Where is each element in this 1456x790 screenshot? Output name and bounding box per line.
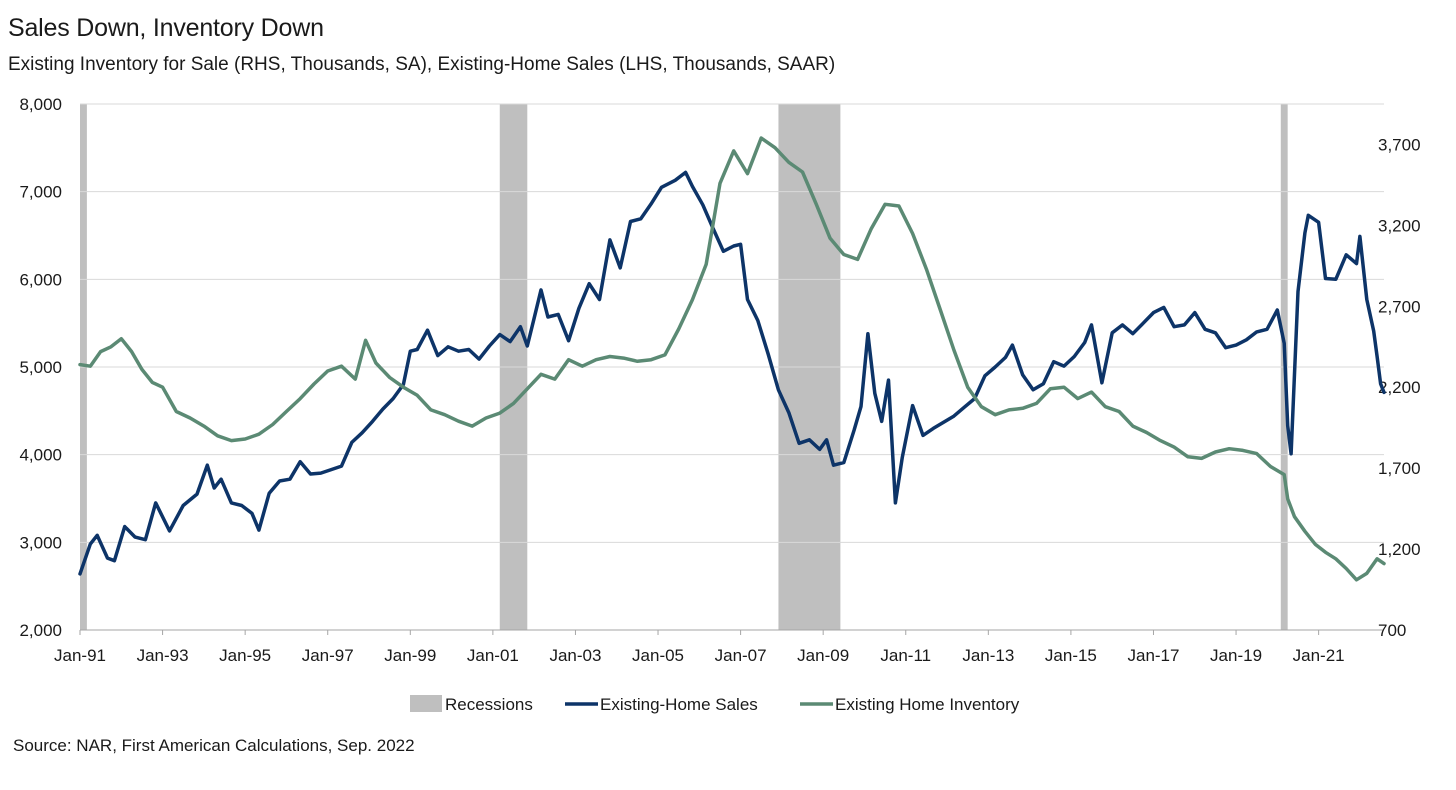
- x-axis: Jan-91 Jan-93 Jan-95 Jan-97 Jan-99 Jan-01 Jan-…: [54, 630, 1345, 665]
- legend: Recessions Existing-Home Sales Existing Ho…: [410, 695, 1020, 714]
- chart-subtitle: Existing Inventory for Sale (RHS, Thousa…: [8, 54, 836, 75]
- x-tick-label: Jan-21: [1293, 646, 1345, 665]
- right-tick-label: 2,200: [1378, 378, 1421, 397]
- left-tick-label: 5,000: [19, 358, 62, 377]
- x-tick-label: Jan-07: [715, 646, 767, 665]
- legend-recession-label: Recessions: [445, 695, 533, 714]
- x-tick-label: Jan-15: [1045, 646, 1097, 665]
- chart-title: Sales Down, Inventory Down: [8, 14, 324, 42]
- x-tick-label: Jan-91: [54, 646, 106, 665]
- right-tick-label: 1,200: [1378, 540, 1421, 559]
- left-tick-label: 3,000: [19, 533, 62, 552]
- legend-recession-swatch: [410, 695, 442, 712]
- source-note: Source: NAR, First American Calculations…: [13, 736, 415, 755]
- x-tick-label: Jan-93: [137, 646, 189, 665]
- left-tick-label: 8,000: [19, 95, 62, 114]
- x-tick-label: Jan-17: [1127, 646, 1179, 665]
- left-tick-label: 6,000: [19, 270, 62, 289]
- x-tick-label: Jan-97: [302, 646, 354, 665]
- right-tick-label: 2,700: [1378, 297, 1421, 316]
- left-axis: 2,000 3,000 4,000 5,000 6,000 7,000 8,000: [19, 95, 62, 640]
- left-tick-label: 7,000: [19, 183, 62, 202]
- right-tick-label: 700: [1378, 621, 1406, 640]
- right-tick-label: 3,200: [1378, 216, 1421, 235]
- left-tick-label: 4,000: [19, 446, 62, 465]
- right-tick-label: 3,700: [1378, 135, 1421, 154]
- gridlines: [80, 103, 1384, 631]
- left-tick-label: 2,000: [19, 621, 62, 640]
- x-tick-label: Jan-05: [632, 646, 684, 665]
- x-tick-label: Jan-19: [1210, 646, 1262, 665]
- x-tick-label: Jan-09: [797, 646, 849, 665]
- right-axis: 700 1,200 1,700 2,200 2,700 3,200 3,700: [1378, 135, 1421, 640]
- legend-inventory-label: Existing Home Inventory: [835, 695, 1020, 714]
- x-tick-label: Jan-11: [880, 646, 931, 665]
- x-tick-label: Jan-03: [549, 646, 601, 665]
- sales-line: [78, 170, 1386, 576]
- series-lines: [78, 136, 1386, 582]
- right-tick-label: 1,700: [1378, 459, 1421, 478]
- x-tick-label: Jan-99: [384, 646, 436, 665]
- x-tick-label: Jan-95: [219, 646, 271, 665]
- legend-sales-label: Existing-Home Sales: [600, 695, 758, 714]
- x-tick-label: Jan-01: [467, 646, 519, 665]
- inventory-line: [78, 136, 1386, 582]
- x-tick-label: Jan-13: [962, 646, 1014, 665]
